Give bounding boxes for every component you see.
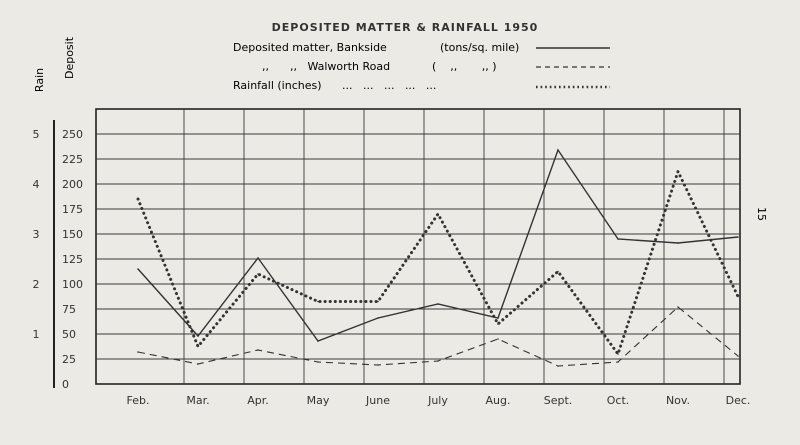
data-point xyxy=(197,363,199,365)
deposit-tick-label: 150 xyxy=(62,228,83,241)
data-point xyxy=(737,355,739,357)
legend-label-rainfall: Rainfall (inches) xyxy=(233,79,322,92)
grid xyxy=(96,109,740,384)
data-point xyxy=(497,338,499,340)
month-tick-label: Aug. xyxy=(486,394,511,407)
data-point xyxy=(677,306,679,308)
data-point xyxy=(737,295,739,298)
data-point xyxy=(317,340,319,342)
month-tick-label: Sept. xyxy=(544,394,573,407)
data-point xyxy=(437,303,439,305)
month-tick-label: July xyxy=(427,394,448,407)
legend: Deposited matter, Bankside (tons/sq. mil… xyxy=(233,41,610,92)
series-line-dashed xyxy=(137,306,739,367)
data-point xyxy=(257,273,259,275)
deposit-tick-label: 75 xyxy=(62,303,76,316)
data-point xyxy=(377,317,379,319)
legend-unit-bankside: (tons/sq. mile) xyxy=(440,41,519,54)
data-point xyxy=(137,198,139,200)
page-number: 15 xyxy=(755,207,768,221)
month-tick-label: May xyxy=(307,394,330,407)
legend-label-walworth: ,, ,, Walworth Road xyxy=(262,60,390,73)
rain-tick-labels: 1 2 3 4 5 xyxy=(33,128,40,341)
chart-title: DEPOSITED MATTER & RAINFALL 1950 xyxy=(272,21,539,34)
deposit-tick-label: 25 xyxy=(62,353,76,366)
deposit-tick-label: 0 xyxy=(62,378,69,391)
month-tick-label: Oct. xyxy=(607,394,630,407)
data-point xyxy=(437,213,439,215)
rain-tick-label: 5 xyxy=(33,128,40,141)
data-point xyxy=(617,361,619,363)
plot-frame xyxy=(95,108,741,385)
deposit-tick-labels: 0 25 50 75 100 125 150 175 200 225 250 xyxy=(62,128,83,391)
data-point xyxy=(497,317,499,319)
data-point xyxy=(377,364,379,366)
data-series xyxy=(136,148,740,367)
data-point xyxy=(737,236,739,238)
data-point xyxy=(137,351,139,353)
data-point xyxy=(557,270,559,273)
month-tick-label: Feb. xyxy=(127,394,150,407)
data-point xyxy=(137,268,139,270)
deposit-tick-label: 225 xyxy=(62,153,83,166)
legend-label-bankside: Deposited matter, Bankside xyxy=(233,41,387,54)
deposit-tick-label: 175 xyxy=(62,203,83,216)
data-point xyxy=(377,300,379,303)
data-point xyxy=(617,353,619,355)
month-tick-label: Nov. xyxy=(666,394,690,407)
series-line-dotted xyxy=(136,167,740,358)
rain-axis-title: Rain xyxy=(33,68,46,92)
legend-unit-walworth: ( ,, ,, ) xyxy=(432,60,497,73)
legend-unit-rainfall: ... ... ... ... ... xyxy=(342,79,436,92)
data-point xyxy=(437,360,439,362)
data-point xyxy=(557,149,559,151)
data-point xyxy=(317,361,319,363)
deposit-axis-title: Deposit xyxy=(63,36,76,79)
deposit-tick-label: 100 xyxy=(62,278,83,291)
data-point xyxy=(677,242,679,244)
data-point xyxy=(197,345,199,348)
deposit-tick-label: 125 xyxy=(62,253,83,266)
data-point xyxy=(317,300,319,303)
data-point xyxy=(497,323,499,325)
rain-tick-label: 2 xyxy=(33,278,40,291)
month-tick-label: Mar. xyxy=(186,394,209,407)
deposit-tick-label: 200 xyxy=(62,178,83,191)
data-point xyxy=(257,257,259,259)
month-tick-labels: Feb. Mar. Apr. May June July Aug. Sept. Oct. Nov.… xyxy=(127,394,751,407)
data-point xyxy=(257,349,259,351)
data-point xyxy=(557,365,559,367)
data-point xyxy=(197,335,199,337)
month-tick-label: June xyxy=(365,394,390,407)
rain-tick-label: 1 xyxy=(33,328,40,341)
deposit-tick-label: 50 xyxy=(62,328,76,341)
deposit-tick-label: 250 xyxy=(62,128,83,141)
month-tick-label: Apr. xyxy=(247,394,269,407)
rain-tick-label: 4 xyxy=(33,178,40,191)
data-point xyxy=(677,170,679,173)
month-tick-label: Dec. xyxy=(726,394,751,407)
data-point xyxy=(617,238,619,240)
rain-tick-label: 3 xyxy=(33,228,40,241)
